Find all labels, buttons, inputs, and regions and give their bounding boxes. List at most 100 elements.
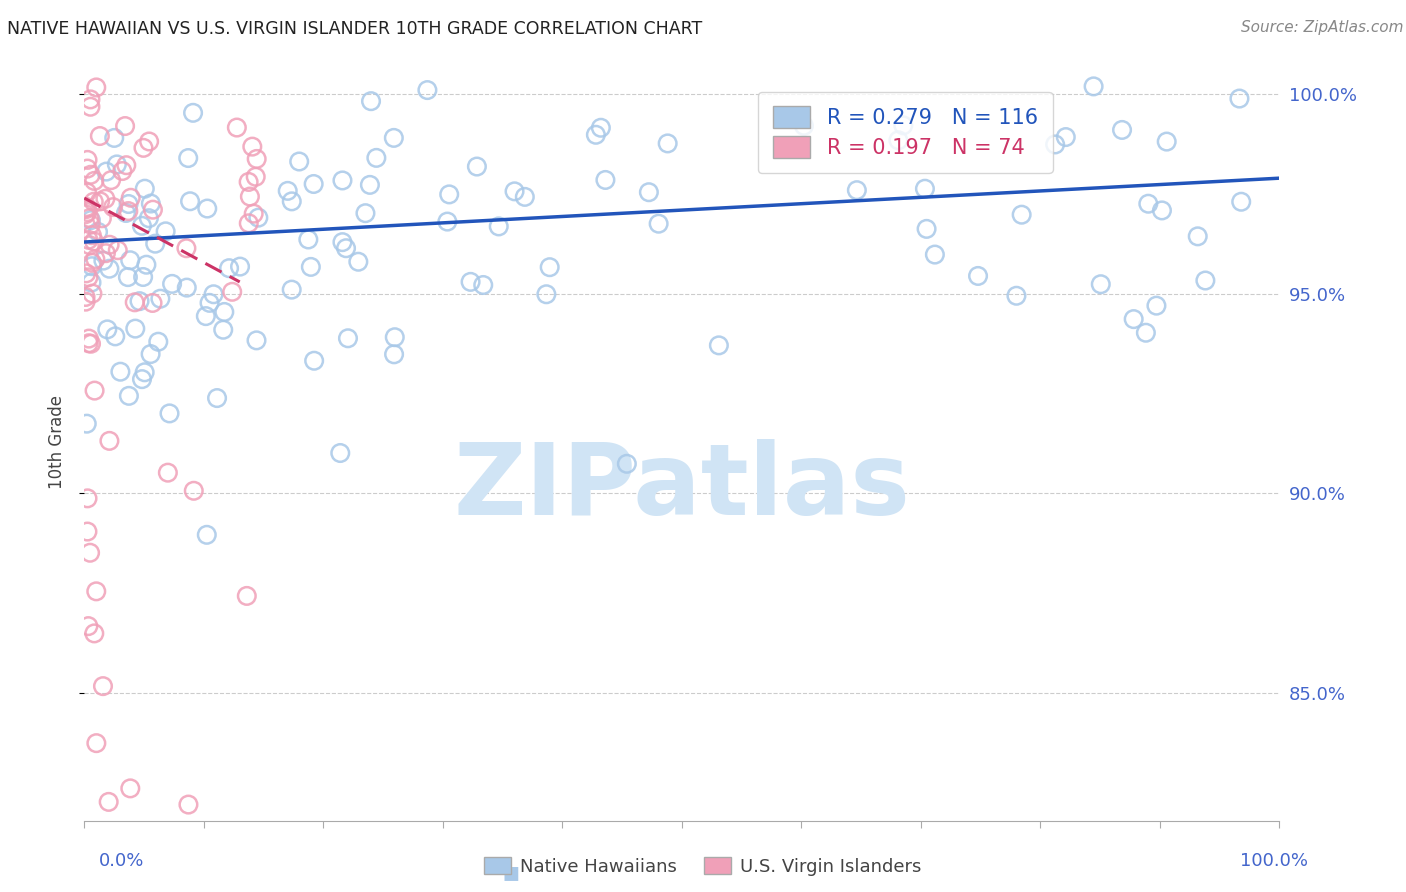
Point [595,173,617,187]
Point [302,353,325,368]
Point [229,260,252,274]
Point [143,236,166,251]
Point [131,219,153,233]
Point [139,347,162,361]
Point [707,338,730,352]
Point [148,334,170,349]
Point [183,483,205,498]
Point [84,252,107,266]
Point [75,207,97,221]
Point [887,133,910,147]
Point [138,211,160,226]
Point [96,322,118,336]
Point [159,406,181,420]
Point [75,266,97,280]
Point [117,197,139,211]
Point [360,94,382,108]
Point [1090,277,1112,292]
Point [87,225,110,239]
Point [120,253,142,268]
Point [76,524,98,539]
Point [924,247,946,261]
Point [297,232,319,246]
Point [239,189,262,203]
Point [247,211,270,225]
Point [1144,299,1167,313]
Point [134,365,156,379]
Point [202,287,225,301]
Point [101,200,124,214]
Point [76,186,98,200]
Point [83,384,105,398]
Point [82,286,104,301]
Point [1156,135,1178,149]
Point [82,256,104,270]
Point [160,277,183,291]
Point [139,196,162,211]
Point [503,185,526,199]
Point [80,228,103,243]
Point [366,151,388,165]
Point [181,105,204,120]
Point [94,192,117,206]
Point [124,321,146,335]
Point [98,237,121,252]
Point [589,120,612,135]
Point [76,161,98,176]
Point [302,177,325,191]
Point [439,187,461,202]
Point [80,218,103,232]
Point [288,154,311,169]
Point [214,305,236,319]
Point [359,178,381,192]
Point [1150,203,1173,218]
Point [80,168,103,182]
Point [198,296,221,310]
Text: 0.0%: 0.0% [98,852,143,870]
Legend: Native Hawaiians, U.S. Virgin Islanders: Native Hawaiians, U.S. Virgin Islanders [477,850,929,883]
Point [115,158,138,172]
Point [436,214,458,228]
Point [281,194,304,209]
Point [221,285,243,299]
Point [155,224,177,238]
Point [156,466,179,480]
Point [845,183,868,197]
Point [1194,273,1216,287]
Point [110,365,132,379]
Point [79,211,101,225]
Point [120,781,142,796]
Point [1111,123,1133,137]
Point [75,290,97,304]
Point [128,294,150,309]
Point [79,92,101,106]
Point [83,235,105,249]
Point [246,152,269,166]
Point [83,174,105,188]
Point [86,736,108,750]
Point [76,200,98,214]
Point [1083,79,1105,94]
Point [336,331,359,345]
Point [89,194,111,209]
Point [1043,137,1066,152]
Point [332,235,354,249]
Point [354,206,377,220]
Point [177,797,200,812]
Point [1229,91,1251,105]
Point [472,278,495,293]
Point [135,258,157,272]
Point [149,292,172,306]
Point [638,185,661,199]
Point [107,243,129,257]
Point [134,182,156,196]
Point [891,119,914,133]
Point [236,589,259,603]
Point [465,160,488,174]
Point [91,679,114,693]
Point [142,202,165,217]
Point [177,151,200,165]
Point [115,206,138,220]
Point [77,336,100,351]
Point [96,164,118,178]
